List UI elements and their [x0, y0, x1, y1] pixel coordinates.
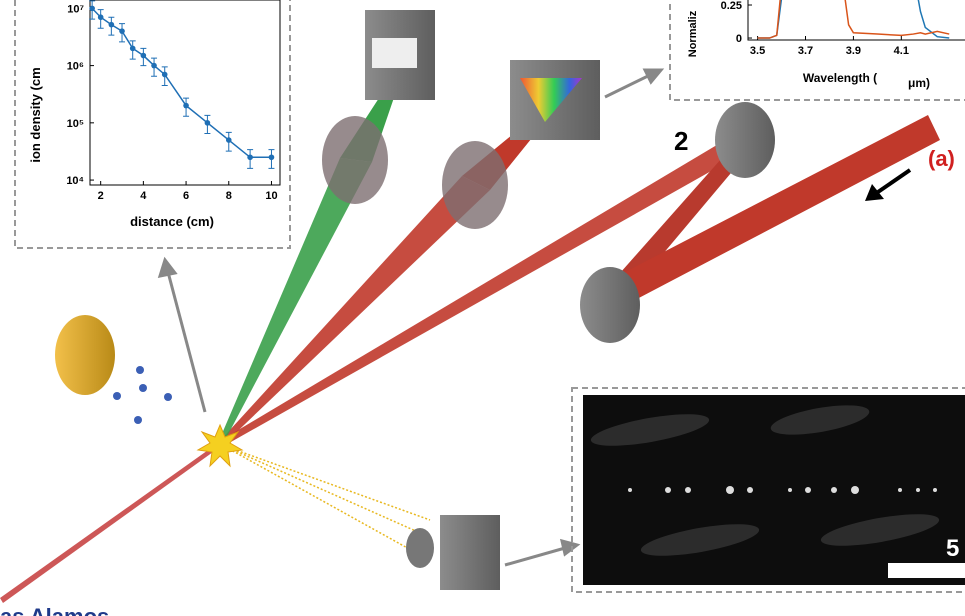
scale-label: 5 [946, 535, 959, 562]
data-point [269, 154, 275, 160]
x-tick-label: 3.9 [846, 45, 861, 57]
x-axis-label: Wavelength ( [803, 71, 877, 85]
inset-frame [15, 0, 290, 248]
data-point [109, 22, 115, 28]
y-tick-label: 10⁵ [67, 118, 84, 130]
mirror [715, 102, 775, 178]
arrowhead [562, 541, 577, 554]
camera [440, 515, 500, 590]
x-tick-label: 2 [98, 190, 104, 202]
arrowhead [645, 70, 661, 82]
footer-text: as Alamos [0, 604, 109, 616]
panel-label: (a) [928, 146, 955, 171]
y-tick-label: 10⁷ [67, 3, 84, 15]
ray [222, 445, 418, 532]
molecule [134, 416, 142, 424]
x-tick-label: 3.7 [798, 45, 813, 57]
ion [851, 486, 859, 494]
molecules [113, 366, 172, 424]
data-point [141, 53, 147, 59]
ion [933, 488, 937, 492]
data-point [151, 63, 157, 69]
ion [788, 488, 792, 492]
molecule [164, 393, 172, 401]
ion [628, 488, 632, 492]
y-axis-label: Normaliz [687, 10, 699, 57]
black-arrowhead [865, 184, 884, 201]
x-tick-label: 8 [226, 190, 232, 202]
camera-lens [406, 528, 434, 568]
mirror [580, 267, 640, 343]
lens [322, 116, 388, 204]
target [55, 315, 115, 395]
page: {"chart_data": [ {"type": "line", "xlabe… [0, 0, 965, 616]
arrowhead [160, 260, 175, 276]
arrow [168, 272, 205, 412]
molecule [113, 392, 121, 400]
data-point [130, 46, 136, 52]
lens [442, 141, 508, 229]
x-tick-label: 4.1 [894, 45, 909, 57]
y-tick-label: 10⁶ [67, 61, 84, 73]
scale-bar [888, 563, 965, 578]
x-tick-label: 6 [183, 190, 189, 202]
black-arrow [878, 170, 910, 192]
ion [916, 488, 920, 492]
y-tick-label: 0.25 [721, 0, 742, 12]
beam-out [0, 443, 220, 603]
ion [831, 487, 837, 493]
detector-face [372, 38, 417, 68]
x-axis-unit: μm) [908, 76, 930, 90]
ion [805, 487, 811, 493]
ion [665, 487, 671, 493]
x-tick-label: 4 [140, 190, 147, 202]
x-tick-label: 3.5 [750, 45, 765, 57]
molecule [139, 384, 147, 392]
data-point [98, 14, 104, 20]
arrow [605, 75, 650, 97]
x-tick-label: 10 [265, 190, 277, 202]
ion [726, 486, 734, 494]
ion [747, 487, 753, 493]
y-tick-label: 10⁴ [66, 175, 84, 187]
figure: 5 2 4 6 8 10 10⁴ 10⁵ 10⁶ 10⁷ distance (cm) ion den… [0, 0, 965, 616]
yellow-rays [222, 445, 430, 555]
ion [685, 487, 691, 493]
y-tick-label: 0 [736, 33, 742, 45]
ray [222, 445, 430, 520]
x-axis-label: distance (cm) [130, 214, 214, 229]
data-point [205, 120, 211, 126]
molecule [136, 366, 144, 374]
ray [222, 445, 420, 555]
data-point [89, 6, 95, 12]
digit: 2 [674, 126, 688, 156]
data-point [226, 137, 232, 143]
y-axis-label: ion density (cm [28, 67, 43, 162]
arrow [505, 548, 565, 565]
data-point [247, 154, 253, 160]
data-point [119, 28, 125, 34]
ion [898, 488, 902, 492]
data-point [183, 103, 189, 109]
data-point [162, 72, 168, 78]
